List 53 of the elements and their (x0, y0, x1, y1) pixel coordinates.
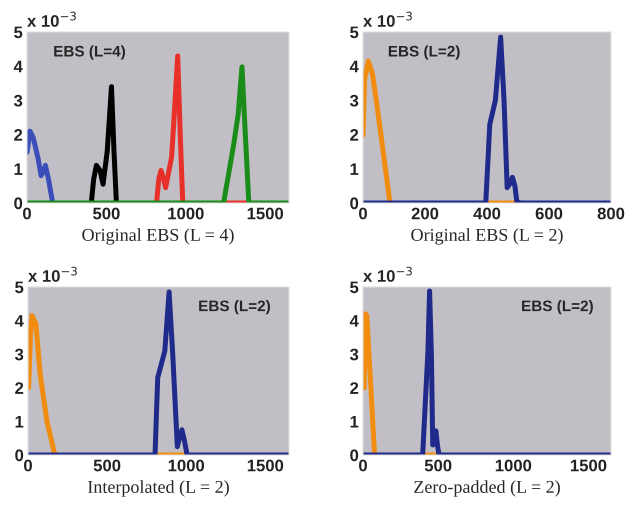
x-tick-label: 200 (412, 208, 438, 220)
annotation: EBS (L=4) (54, 45, 126, 60)
y-tick-label: 5 (15, 282, 24, 294)
annotation: EBS (L=2) (199, 300, 270, 314)
x-tick-label: 600 (536, 208, 562, 220)
x-tick-label: 0 (24, 460, 32, 472)
x-tick-label: 1000 (168, 460, 204, 472)
y-tick-label: 4 (14, 60, 23, 72)
y-tick-label: 3 (14, 94, 22, 107)
x-tick-label: 400 (473, 208, 500, 220)
y-tick-label: 4 (350, 60, 359, 72)
x-tick-label: 500 (424, 460, 452, 472)
text: x 10$^{−3}$ (27, 12, 76, 27)
text: x 10$^{−3}$ (363, 266, 412, 282)
x-tick-label: 0 (23, 208, 31, 220)
x-axis-title: Interpolated (L = 2) (88, 480, 229, 497)
text: x 10$^{−3}$ (363, 12, 412, 27)
x-tick-label: 1500 (248, 460, 284, 472)
x-tick-label: 800 (598, 208, 624, 220)
x-axis-title: Zero-padded (L = 2) (414, 480, 560, 497)
annotation: EBS (L=2) (388, 45, 460, 60)
x-tick-label: 1500 (570, 460, 606, 472)
annotation: EBS (L=2) (522, 300, 593, 314)
x-tick-label: 1000 (168, 208, 204, 220)
text: x 10$^{−3}$ (28, 266, 77, 282)
x-tick-label: 0 (359, 208, 367, 220)
y-tick-label: 3 (14, 348, 24, 360)
y-tick-label: 5 (350, 26, 358, 38)
y-tick-label: 0 (14, 197, 22, 210)
x-tick-label: 500 (93, 208, 120, 220)
y-tick-label: 5 (350, 282, 358, 294)
y-tick-label: 1 (14, 163, 22, 175)
x-axis-title: Original EBS (L = 2) (411, 228, 563, 245)
y-tick-label: 0 (15, 449, 24, 462)
y-tick-label: 2 (15, 382, 24, 394)
y-tick-label: 1 (350, 163, 358, 175)
y-tick-label: 4 (14, 315, 24, 327)
x-tick-label: 1000 (496, 460, 532, 472)
y-tick-label: 0 (350, 197, 358, 210)
x-tick-label: 500 (94, 460, 120, 472)
y-tick-label: 1 (16, 416, 24, 428)
x-tick-label: 1500 (248, 208, 284, 220)
y-tick-label: 1 (350, 416, 358, 428)
y-tick-label: 3 (350, 94, 358, 107)
x-tick-label: 0 (359, 460, 367, 472)
y-tick-label: 3 (350, 348, 358, 360)
y-tick-label: 2 (14, 129, 22, 141)
y-tick-label: 4 (350, 315, 359, 327)
x-axis-title: Original EBS (L = 4) (82, 228, 234, 245)
y-tick-label: 2 (350, 382, 358, 394)
y-tick-label: 0 (350, 449, 358, 462)
y-tick-label: 2 (350, 129, 358, 141)
y-tick-label: 5 (14, 26, 22, 38)
